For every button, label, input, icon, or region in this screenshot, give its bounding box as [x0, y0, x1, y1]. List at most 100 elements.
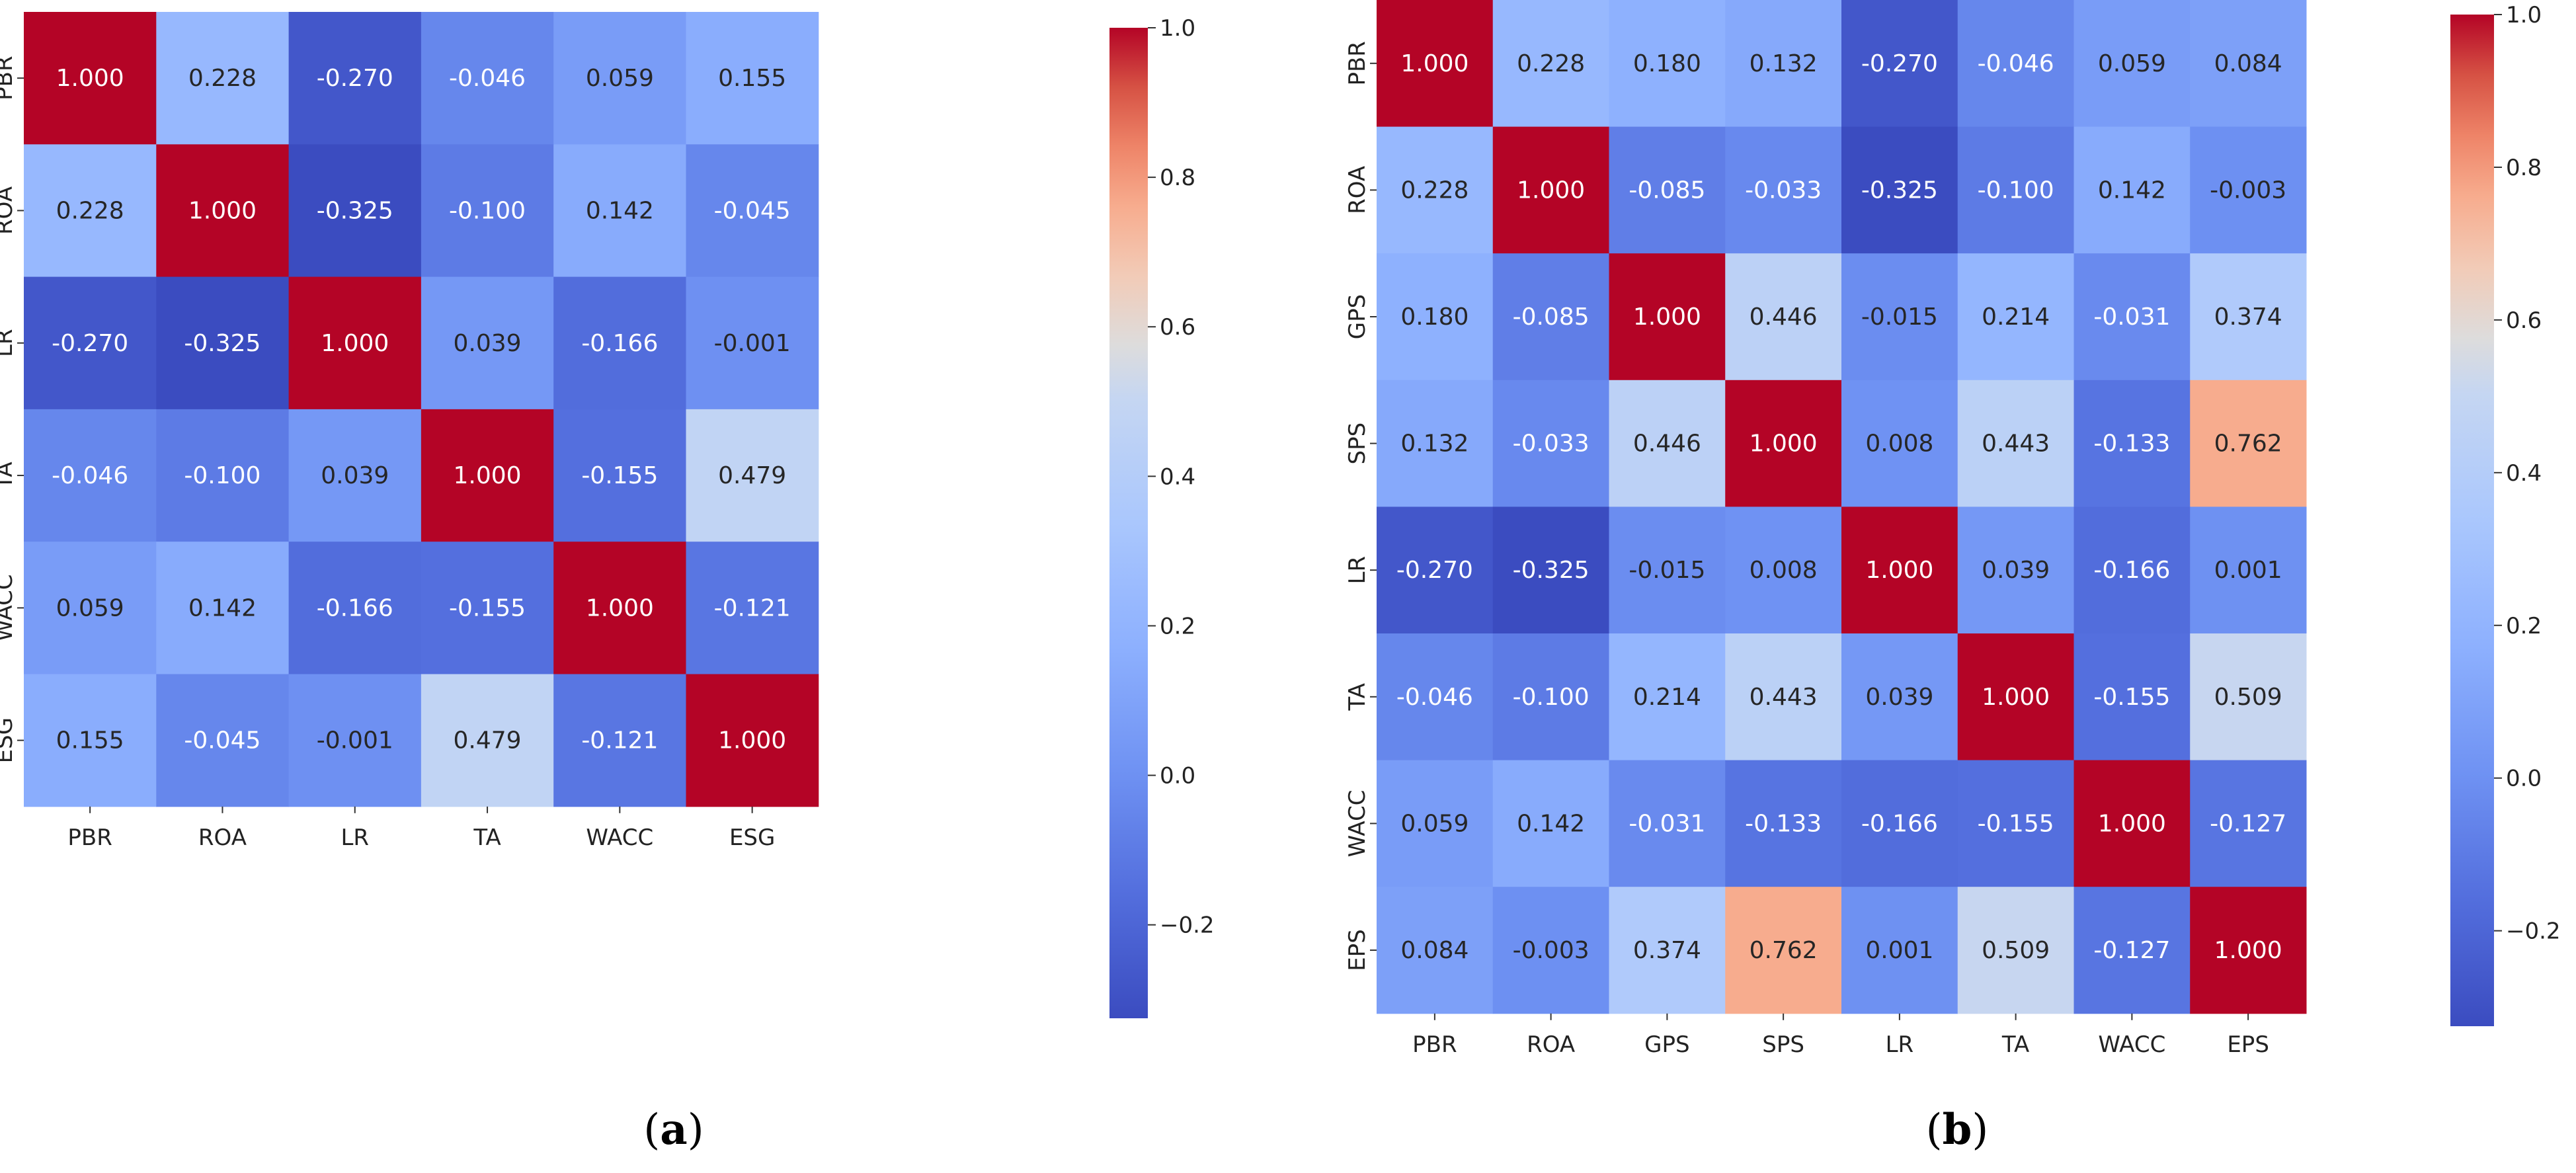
heatmap-b-cell	[2073, 253, 2191, 381]
heatmap-b-cell-label: 0.142	[2098, 177, 2166, 204]
heatmap-b-cell	[2190, 0, 2307, 128]
heatmap-b-cell-label: -0.325	[1861, 177, 1938, 204]
heatmap-a-cell-label: 1.000	[718, 727, 786, 754]
heatmap-b-cell-label: -0.033	[1513, 430, 1590, 458]
heatmap-b-cell-label: 0.762	[1750, 937, 1818, 964]
heatmap-b-cell	[1841, 253, 1958, 381]
heatmap-a-cell-label: -0.166	[581, 330, 658, 357]
colorbar-tick-label: 0.6	[1160, 314, 1195, 341]
colorbar-tick-label: 0.2	[1160, 613, 1195, 639]
heatmap-b-cell	[2073, 506, 2191, 634]
heatmap-b-cell-label: 1.000	[1633, 303, 1701, 331]
heatmap-b-cell	[1492, 760, 1609, 887]
heatmap-b-cell-label: -0.031	[1629, 810, 1705, 837]
colorbar-tick-label: 1.0	[1160, 15, 1195, 42]
colorbar-tick-label: 0.4	[1160, 464, 1195, 490]
heatmap-a-cells: 1.000 0.228 -0.270 -0.046 0.059 0.155 0.228 1.0…	[24, 12, 819, 807]
y-tick-label: WACC	[1344, 789, 1371, 857]
heatmap-b-cell-label: -0.127	[2210, 810, 2286, 837]
heatmap-b-cell	[1609, 760, 1726, 887]
heatmap-b-cell	[1957, 760, 2074, 887]
y-tick-label: ROA	[1344, 166, 1371, 214]
x-tick-label: ROA	[1527, 1031, 1575, 1058]
heatmap-a-cell	[553, 542, 686, 674]
heatmap-a-cell-label: -0.001	[714, 330, 791, 357]
heatmap-a-cell-label: -0.045	[184, 727, 261, 754]
heatmap-b-cell-label: 0.132	[1750, 50, 1818, 77]
heatmap-a-cell	[288, 144, 422, 278]
heatmap-b-cell-label: -0.100	[1978, 177, 2054, 204]
heatmap-a-cell-label: 0.479	[718, 462, 786, 489]
heatmap-b-cell-label: 0.443	[1982, 430, 2050, 458]
heatmap-b-cell-label: 0.180	[1633, 50, 1701, 77]
heatmap-b-cell	[1725, 253, 1842, 381]
heatmap-a-cell-label: 0.142	[586, 197, 654, 224]
heatmap-b-cell-label: 1.000	[2214, 937, 2282, 964]
panel-label-a: (a)	[643, 1105, 704, 1154]
heatmap-b-cell	[1725, 633, 1842, 761]
heatmap-b-cell-label: -0.046	[1396, 684, 1473, 711]
heatmap-a-cell-label: -0.046	[52, 462, 128, 489]
heatmap-a-cell	[24, 542, 157, 674]
heatmap-a-cell-label: -0.100	[449, 197, 526, 224]
heatmap-b-cell-label: 0.762	[2214, 430, 2282, 458]
heatmap-a-cell-label: 1.000	[321, 330, 389, 357]
heatmap-b-cell	[1725, 760, 1842, 887]
x-tick-label: LR	[1886, 1031, 1914, 1058]
x-tick-label: PBR	[67, 825, 112, 851]
heatmap-b-cell	[1841, 887, 1958, 1014]
heatmap-b-cell	[1609, 0, 1726, 128]
heatmap-b-cell	[1957, 380, 2074, 507]
heatmap-b-cell-label: 0.180	[1400, 303, 1469, 331]
colorbar-tick-label: 0.8	[2506, 155, 2542, 181]
heatmap-b-cell-label: 1.000	[2098, 810, 2166, 837]
heatmap-a-cell	[421, 144, 554, 278]
colorbar-tick-label: 0.8	[1160, 165, 1195, 191]
heatmap-b-cell-label: 0.374	[1633, 937, 1701, 964]
heatmap-b-cell-label: -0.166	[2093, 557, 2170, 584]
colorbar-tick-label: 0.0	[2506, 766, 2542, 792]
heatmap-b-cell-label: 0.001	[2214, 557, 2282, 584]
x-tick-label: WACC	[2098, 1031, 2165, 1058]
colorbar-tick-label: 0.0	[1160, 763, 1195, 789]
heatmap-b-cell-label: -0.133	[1745, 810, 1822, 837]
heatmap-a-cell-label: 0.228	[188, 65, 257, 92]
heatmap-a-cell	[686, 276, 819, 410]
heatmap-b-cell	[2073, 380, 2191, 507]
heatmap-b-cell	[1725, 506, 1842, 634]
heatmap-b-cell	[2073, 126, 2191, 254]
heatmap-a-cell	[288, 12, 422, 145]
colorbar-tick-label: −0.2	[1160, 912, 1215, 939]
heatmap-a-cell-label: 0.142	[188, 594, 257, 622]
heatmap-a-cell	[288, 276, 422, 410]
heatmap-b-cell-label: -0.015	[1861, 303, 1938, 331]
heatmap-b-cell-label: -0.046	[1978, 50, 2054, 77]
heatmap-a-cell-label: -0.100	[184, 462, 261, 489]
heatmap-b-cell-label: 0.059	[2098, 50, 2166, 77]
heatmap-a-cell-label: -0.045	[714, 197, 791, 224]
heatmap-a-cell-label: 0.059	[56, 594, 124, 622]
heatmap-b-cell	[1841, 0, 1958, 128]
y-tick-label: TA	[1344, 683, 1371, 711]
heatmap-b-cell-label: 0.509	[1982, 937, 2050, 964]
heatmap-b-cell-label: 0.443	[1750, 684, 1818, 711]
heatmap-b-cell	[2190, 760, 2307, 887]
colorbar-tick-label: 0.2	[2506, 613, 2542, 639]
heatmap-b-cell	[1725, 126, 1842, 254]
heatmap-b-cell	[1377, 253, 1494, 381]
heatmap-b-cell	[1957, 506, 2074, 634]
heatmap-b-cell-label: 0.001	[1865, 937, 1933, 964]
colorbar-tick-label: −0.2	[2506, 918, 2561, 945]
heatmap-b-cell	[1957, 0, 2074, 128]
heatmap-b-cell-label: -0.015	[1629, 557, 1705, 584]
heatmap-b-cell-label: 0.008	[1750, 557, 1818, 584]
heatmap-b-cell	[2073, 0, 2191, 128]
heatmap-b-cell	[1841, 380, 1958, 507]
heatmap-b-cell-label: 0.039	[1982, 557, 2050, 584]
heatmap-a-cell-label: 0.155	[718, 65, 786, 92]
x-tick-label: LR	[341, 825, 369, 851]
heatmap-a-cell	[156, 12, 290, 145]
heatmap-b-cell	[1377, 380, 1494, 507]
x-tick-label: WACC	[586, 825, 653, 851]
